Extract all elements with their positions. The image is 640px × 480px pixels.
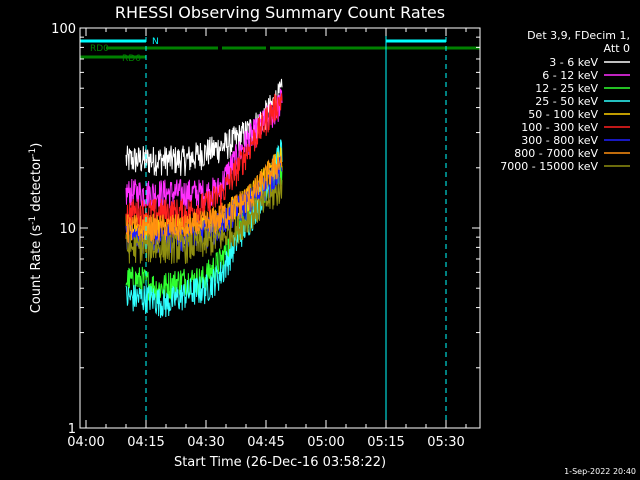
x-tick-label: 04:15 <box>127 435 164 450</box>
flag-bar-label: RD6 <box>122 54 141 64</box>
legend-label: 7000 - 15000 keV <box>500 160 598 173</box>
legend-label: 50 - 100 keV <box>528 108 598 121</box>
chart-title: RHESSI Observing Summary Count Rates <box>115 3 445 22</box>
legend-label: 6 - 12 keV <box>542 69 598 82</box>
series-line <box>125 176 283 264</box>
legend-header-line-2: Att 0 <box>604 42 630 55</box>
x-tick-label: 05:15 <box>367 435 404 450</box>
series-line <box>125 78 283 177</box>
y-axis-label-prefix: Count Rate (s <box>29 225 44 314</box>
flag-bar-label: RD0 <box>90 44 109 54</box>
x-tick-label: 05:00 <box>307 435 344 450</box>
legend-header-line-1: Det 3,9, FDecim 1, <box>527 29 630 42</box>
series-layer <box>125 78 283 318</box>
y-tick-label: 100 <box>51 22 76 37</box>
legend-label: 800 - 7000 keV <box>514 147 598 160</box>
y-axis-label-sup2: -1 <box>28 148 38 157</box>
generation-timestamp: 1-Sep-2022 20:40 <box>564 467 636 476</box>
flag-bars-layer: N RD0 RD6 <box>80 37 480 64</box>
y-tick-label: 1 <box>68 422 76 437</box>
legend-label: 3 - 6 keV <box>549 56 598 69</box>
y-tick-label: 10 <box>59 222 76 237</box>
y-axis-label-mid: detector <box>29 156 44 216</box>
axes-layer: 04:00 04:15 04:30 04:45 05:00 05:15 05:30 100 10… <box>51 22 480 450</box>
x-axis-label: Start Time (26-Dec-16 03:58:22) <box>174 455 386 470</box>
legend-label: 100 - 300 keV <box>521 121 598 134</box>
x-tick-label: 04:45 <box>247 435 284 450</box>
flag-bar-label: N <box>152 37 159 47</box>
y-axis-label: Count Rate (s-1 detector-1) <box>28 143 44 314</box>
x-tick-label: 05:30 <box>427 435 464 450</box>
x-tick-label: 04:30 <box>187 435 224 450</box>
y-axis-label-close: ) <box>29 143 44 148</box>
y-axis-label-sup: -1 <box>28 216 38 225</box>
legend-label: 300 - 800 keV <box>521 134 598 147</box>
x-tick-label: 04:00 <box>67 435 104 450</box>
series-line <box>125 93 283 229</box>
legend-label: 25 - 50 keV <box>535 95 598 108</box>
legend-label: 12 - 25 keV <box>535 82 598 95</box>
